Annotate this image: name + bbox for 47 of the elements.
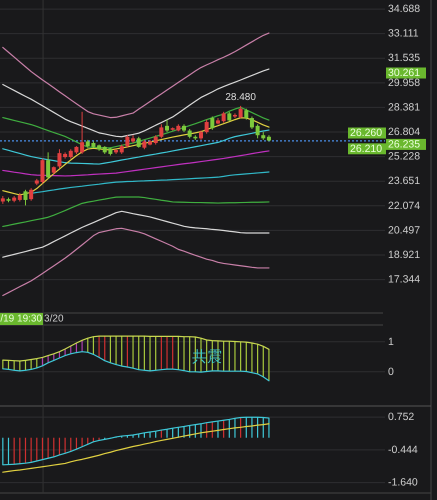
line-series — [2, 196, 270, 228]
pricebox: 26.260 — [348, 127, 386, 140]
reflabel: 26.235 — [386, 138, 426, 150]
line-series — [2, 228, 270, 296]
candlestick — [227, 111, 232, 122]
candlestick — [46, 152, 50, 180]
y-tick-label: 22.074 — [388, 200, 420, 212]
candlestick — [198, 130, 203, 140]
line-series — [2, 423, 270, 473]
y-tick-label: 25.228 — [388, 150, 420, 163]
y-tick-label: 29.958 — [388, 76, 420, 89]
candlestick — [210, 116, 214, 130]
y-tick-label: 17.344 — [388, 274, 420, 286]
y-tick-label: 0.752 — [388, 411, 414, 424]
annotation: 28.480 — [225, 92, 256, 103]
y-tick-label: 28.381 — [388, 101, 420, 114]
ref-line-label: 26.235 — [388, 138, 420, 150]
y-tick-label: 1 — [388, 336, 394, 348]
y-tick-label: 23.651 — [388, 175, 420, 188]
y-tick-label: -0.444 — [388, 444, 418, 456]
y-tick-label: 33.111 — [388, 28, 419, 40]
line-series — [30, 171, 270, 194]
line-series — [2, 416, 270, 466]
candlestick — [244, 108, 248, 120]
line-series — [2, 68, 270, 138]
candlestick — [165, 119, 170, 133]
pricebox: 30.261 — [386, 67, 426, 79]
candlestick — [29, 188, 34, 202]
candlestick — [23, 189, 28, 206]
line-series — [2, 210, 270, 258]
line-series — [2, 351, 270, 382]
candlestick — [204, 119, 209, 134]
y-tick-label: 26.804 — [388, 126, 420, 138]
y-tick-label: 31.535 — [388, 52, 420, 64]
x-tick-label: 3/20 — [44, 314, 64, 324]
y-tick-label: 0 — [388, 366, 394, 378]
y-tick-label: -1.640 — [388, 476, 418, 489]
pricebox: 26.210 — [348, 142, 386, 155]
y-tick-label: 34.688 — [388, 3, 420, 16]
candlestick — [188, 128, 192, 139]
candlestick — [159, 124, 164, 139]
y-tick-label: 20.497 — [388, 224, 420, 236]
line-series — [2, 32, 270, 118]
line-series — [2, 336, 270, 362]
candlestick — [136, 136, 141, 148]
y-tick-label: 18.921 — [388, 248, 420, 261]
cursorlabel: /19 19:30 — [0, 313, 44, 325]
